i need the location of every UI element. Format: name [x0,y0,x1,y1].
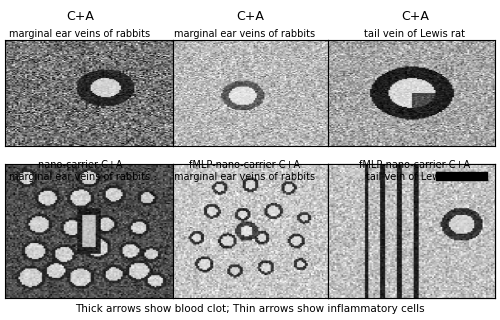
Bar [436,172,486,180]
Text: C+A: C+A [236,10,264,23]
Text: marginal ear veins of rabbits: marginal ear veins of rabbits [10,29,150,39]
Text: nano-carrier C+A
marginal ear veins of rabbits: nano-carrier C+A marginal ear veins of r… [10,160,150,181]
Text: fMLP-nano-carrier C+A
marginal ear veins of rabbits: fMLP-nano-carrier C+A marginal ear veins… [174,160,316,181]
Text: Thick arrows show blood clot; Thin arrows show inflammatory cells: Thick arrows show blood clot; Thin arrow… [75,304,425,314]
Text: fMLP-nano-carrier C+A
tail vein of Lewis rat: fMLP-nano-carrier C+A tail vein of Lewis… [360,160,470,181]
Text: marginal ear veins of rabbits: marginal ear veins of rabbits [174,29,316,39]
Text: C+A: C+A [401,10,429,23]
Text: C+A: C+A [66,10,94,23]
Text: tail vein of Lewis rat: tail vein of Lewis rat [364,29,466,39]
